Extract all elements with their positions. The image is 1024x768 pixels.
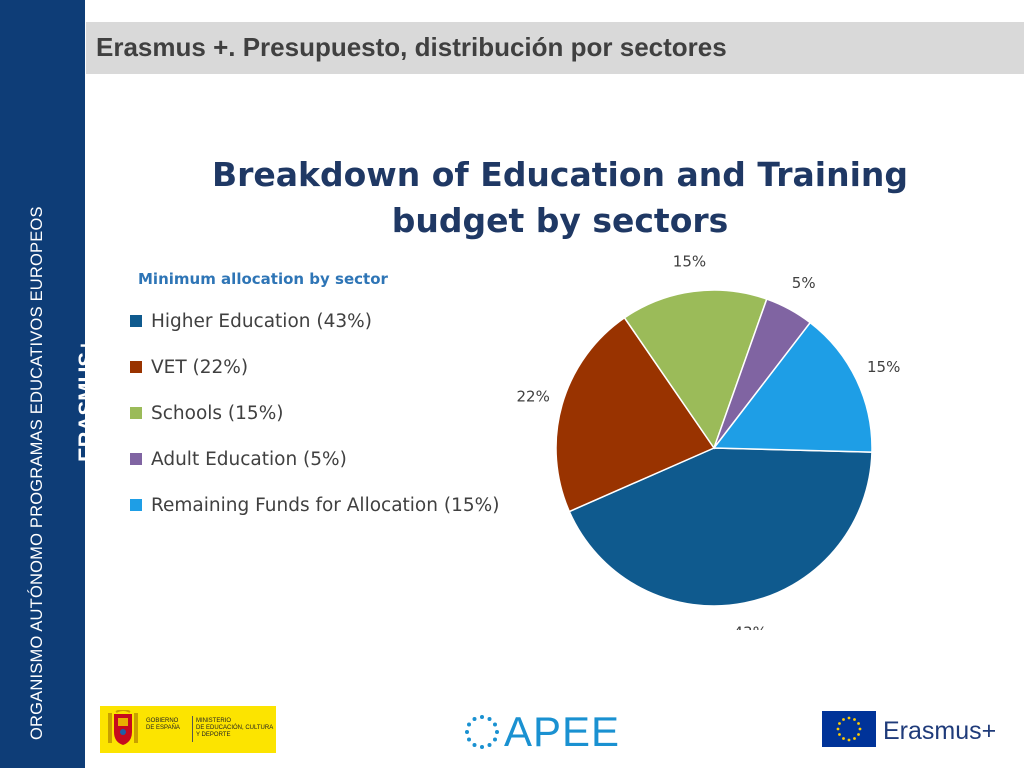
star-dot — [467, 722, 472, 727]
star-dot — [495, 730, 499, 734]
page-title: Erasmus +. Presupuesto, distribución por… — [96, 32, 727, 62]
pie-slice-0 — [568, 447, 873, 607]
gov-line: DE ESPAÑA — [146, 725, 180, 731]
apee-label: APEE — [504, 708, 621, 755]
eu-star — [857, 733, 860, 736]
pie-percent-label: 15% — [673, 253, 706, 271]
pie-percent-label: 15% — [867, 358, 900, 376]
chart-title-line-1: Breakdown of Education and Training — [211, 155, 909, 194]
legend-swatch — [130, 453, 142, 465]
eu-star — [838, 722, 841, 725]
coat-of-arms-icon — [108, 710, 138, 745]
government-label: GOBIERNO DE ESPAÑA — [146, 718, 180, 732]
legend-swatch — [130, 315, 142, 327]
pie-percent-label: 5% — [792, 274, 816, 292]
legend-swatch — [130, 361, 142, 373]
eu-star — [857, 722, 860, 725]
legend-item-schools: Schools (15%) — [130, 390, 499, 436]
gov-line: GOBIERNO — [146, 718, 179, 724]
legend-item-vet: VET (22%) — [130, 344, 499, 390]
ministry-line: MINISTERIO — [196, 718, 232, 724]
legend-item-higher-education: Higher Education (43%) — [130, 298, 499, 344]
brand-name: ERASMUS+ — [74, 339, 99, 462]
eu-flag-icon — [822, 711, 876, 747]
organization-name: ORGANISMO AUTÓNOMO PROGRAMAS EDUCATIVOS … — [28, 206, 46, 740]
star-dot — [467, 737, 472, 742]
star-dot — [480, 715, 484, 719]
pie-slice-1 — [555, 316, 716, 513]
legend-title: Minimum allocation by sector — [138, 270, 388, 288]
ministry-line: Y DEPORTE — [196, 732, 231, 738]
eu-star — [847, 716, 851, 720]
ministry-label: MINISTERIO DE EDUCACIÓN, CULTURA Y DEPOR… — [196, 718, 273, 739]
government-logo: GOBIERNO DE ESPAÑA MINISTERIO DE EDUCACI… — [100, 706, 276, 753]
legend-label: VET (22%) — [151, 356, 249, 378]
eu-star — [838, 733, 841, 736]
chart-title-line-2: budget by sectors — [391, 201, 729, 240]
star-dot — [465, 730, 469, 734]
legend-swatch — [130, 407, 142, 419]
header-bar: Erasmus +. Presupuesto, distribución por… — [86, 22, 1024, 74]
apee-logo: APEE — [462, 708, 642, 756]
star-dot — [487, 742, 492, 747]
legend-label: Remaining Funds for Allocation (15%) — [151, 494, 500, 516]
erasmus-label: Erasmus+ — [883, 717, 997, 745]
legend-label: Adult Education (5%) — [151, 448, 347, 470]
chart-legend: Minimum allocation by sector Higher Educ… — [130, 270, 499, 528]
pie-chart: 43% 22% 15% 5% 15% — [517, 253, 901, 630]
star-dot — [487, 717, 492, 722]
eu-star — [853, 718, 856, 721]
star-dot — [492, 737, 497, 742]
eu-star — [847, 738, 851, 742]
legend-label: Schools (15%) — [151, 402, 284, 424]
eu-star — [842, 737, 845, 740]
eu-stars-icon — [836, 716, 862, 742]
eu-star — [836, 727, 840, 731]
sidebar-band: ORGANISMO AUTÓNOMO PROGRAMAS EDUCATIVOS … — [0, 0, 99, 768]
star-dot — [492, 722, 497, 727]
pie-percent-label: 43% — [734, 623, 767, 630]
legend-label: Higher Education (43%) — [151, 310, 372, 332]
eu-star — [842, 718, 845, 721]
erasmus-logo: Erasmus+ — [822, 711, 1012, 751]
eu-star — [858, 727, 862, 731]
legend-swatch — [130, 499, 142, 511]
star-dot — [480, 745, 484, 749]
legend-item-adult-education: Adult Education (5%) — [130, 436, 499, 482]
ministry-line: DE EDUCACIÓN, CULTURA — [196, 725, 274, 731]
pie-percent-label: 22% — [517, 387, 550, 405]
star-dot — [472, 742, 477, 747]
apee-stars-icon — [465, 715, 499, 749]
logo-divider — [192, 716, 193, 742]
legend-item-remaining-funds: Remaining Funds for Allocation (15%) — [130, 482, 499, 528]
eu-star — [853, 737, 856, 740]
star-dot — [472, 717, 477, 722]
pie-slice-2 — [623, 289, 768, 450]
pie-slice-4 — [712, 321, 873, 453]
chart-title: Breakdown of Education and Training budg… — [140, 152, 980, 244]
